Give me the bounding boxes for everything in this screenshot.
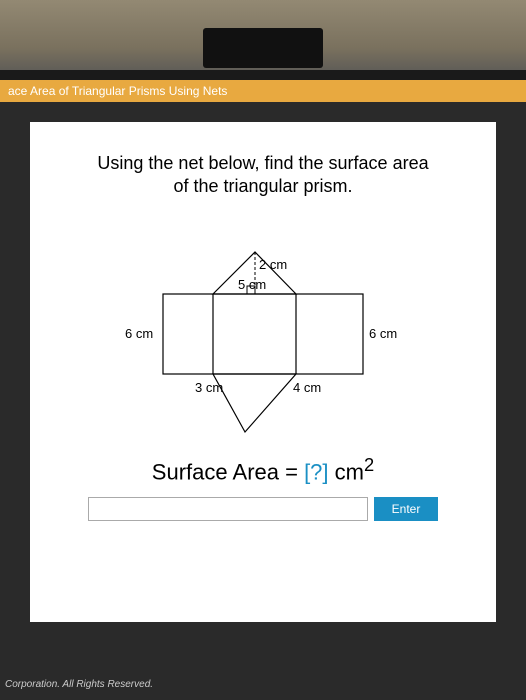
enter-button[interactable]: Enter	[374, 497, 439, 521]
question-line1: Using the net below, find the surface ar…	[97, 153, 428, 173]
net-diagram: 2 cm 5 cm 6 cm 6 cm 3 cm 4 cm	[103, 214, 423, 434]
label-top-height: 2 cm	[259, 257, 287, 272]
label-right: 6 cm	[369, 326, 397, 341]
input-row: Enter	[50, 497, 476, 521]
webcam	[203, 28, 323, 68]
question-text: Using the net below, find the surface ar…	[50, 152, 476, 199]
label-bottom-right: 4 cm	[293, 380, 321, 395]
answer-line: Surface Area = [?] cm2	[50, 454, 476, 485]
content-panel: Using the net below, find the surface ar…	[30, 122, 496, 622]
page-header: ace Area of Triangular Prisms Using Nets	[0, 80, 526, 102]
answer-input[interactable]	[88, 497, 368, 521]
label-left: 6 cm	[125, 326, 153, 341]
answer-unit-exp: 2	[364, 454, 374, 475]
label-bottom-left: 3 cm	[195, 380, 223, 395]
bottom-triangle	[213, 374, 296, 432]
header-title: ace Area of Triangular Prisms Using Nets	[8, 84, 227, 98]
question-line2: of the triangular prism.	[173, 176, 352, 196]
screen: ace Area of Triangular Prisms Using Nets…	[0, 80, 526, 700]
answer-unit: cm	[329, 459, 364, 484]
rect-body	[163, 294, 363, 374]
label-top-base: 5 cm	[238, 277, 266, 292]
answer-label: Surface Area =	[152, 459, 304, 484]
footer-copyright: Corporation. All Rights Reserved.	[5, 679, 153, 690]
answer-placeholder: [?]	[304, 459, 328, 484]
